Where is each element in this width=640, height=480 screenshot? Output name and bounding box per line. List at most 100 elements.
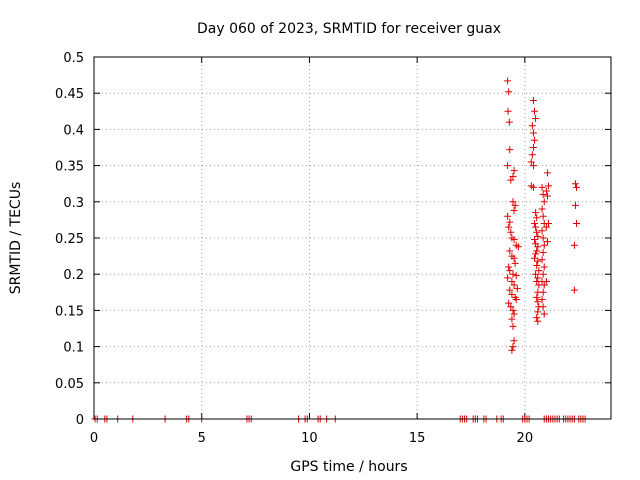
data-point	[534, 274, 542, 282]
data-point	[507, 303, 515, 311]
data-point	[531, 220, 539, 228]
data-point	[543, 192, 551, 200]
data-point	[512, 272, 520, 280]
data-point	[510, 281, 518, 289]
data-point	[542, 187, 550, 195]
data-point	[510, 206, 518, 214]
data-point	[540, 241, 548, 249]
data-point	[539, 303, 547, 311]
data-point	[505, 263, 513, 271]
data-point	[533, 314, 541, 322]
data-point	[538, 227, 546, 235]
data-point	[533, 262, 541, 270]
data-point	[504, 77, 512, 85]
data-point	[531, 136, 539, 144]
data-point	[532, 223, 540, 231]
data-point	[571, 180, 579, 188]
data-point	[534, 298, 542, 306]
data-point	[533, 293, 541, 301]
y-tick-label: 0.45	[55, 87, 84, 102]
data-point	[543, 169, 551, 177]
y-tick-label: 0.35	[55, 160, 84, 175]
data-point	[529, 96, 537, 104]
data-point	[538, 296, 546, 304]
data-point	[505, 88, 513, 96]
x-tick-label: 15	[409, 431, 426, 446]
x-axis-label: GPS time / hours	[290, 459, 407, 475]
data-point	[509, 306, 517, 314]
data-point	[505, 299, 513, 307]
data-point	[539, 248, 547, 256]
data-point	[510, 167, 518, 175]
data-point	[508, 315, 516, 323]
data-point	[545, 182, 553, 190]
data-point	[505, 223, 513, 231]
data-point	[533, 214, 541, 222]
data-point	[511, 259, 519, 267]
data-point	[504, 107, 512, 115]
data-point	[510, 235, 518, 243]
y-tick-label: 0.25	[55, 232, 84, 247]
data-point	[538, 183, 546, 191]
data-point	[539, 191, 547, 199]
data-point	[529, 162, 537, 170]
data-point	[511, 201, 519, 209]
y-tick-label: 0	[76, 413, 84, 428]
data-point	[509, 343, 517, 351]
data-point	[509, 198, 517, 206]
data-point	[527, 158, 535, 166]
y-tick-label: 0.1	[63, 341, 84, 356]
data-point	[514, 243, 522, 251]
data-point	[508, 277, 516, 285]
data-point	[539, 270, 547, 278]
data-point	[510, 254, 518, 262]
data-point	[506, 247, 514, 255]
data-point	[509, 172, 517, 180]
plot-frame	[93, 56, 612, 420]
data-point	[542, 277, 550, 285]
data-point	[531, 235, 539, 243]
data-point	[507, 228, 515, 236]
y-tick-label: 0.15	[55, 304, 84, 319]
data-point	[535, 267, 543, 275]
data-point	[528, 151, 536, 159]
data-point	[538, 205, 546, 213]
data-point	[534, 308, 542, 316]
y-axis-label: SRMTID / TECUs	[8, 182, 24, 295]
data-point	[509, 322, 517, 330]
x-tick-label: 20	[517, 431, 534, 446]
data-point	[504, 212, 512, 220]
data-point	[570, 241, 578, 249]
chart-title: Day 060 of 2023, SRMTID for receiver gua…	[197, 21, 501, 37]
data-point	[540, 310, 548, 318]
y-tick-label: 0.2	[63, 268, 84, 283]
data-point	[542, 223, 550, 231]
data-point	[538, 256, 546, 264]
data-point	[506, 267, 514, 275]
data-point	[570, 286, 578, 294]
data-point	[573, 220, 581, 228]
data-point	[529, 183, 537, 191]
data-point	[534, 317, 542, 325]
data-point	[513, 285, 521, 293]
data-point	[529, 144, 537, 151]
data-point	[545, 220, 553, 228]
data-point	[533, 247, 541, 255]
data-point	[534, 233, 542, 241]
data-point	[540, 263, 548, 271]
data-point	[508, 290, 516, 298]
data-point	[539, 288, 547, 296]
data-point	[504, 274, 512, 282]
data-point	[532, 115, 540, 123]
data-point	[506, 218, 514, 226]
data-point	[534, 243, 542, 251]
data-point	[510, 337, 518, 345]
y-tick-label: 0.4	[63, 123, 84, 138]
data-point	[510, 310, 518, 318]
data-point	[504, 162, 512, 170]
data-point	[539, 234, 547, 242]
data-point	[512, 296, 520, 304]
grid-layer	[94, 57, 611, 419]
data-point	[532, 250, 540, 258]
x-tick-label: 5	[198, 431, 206, 446]
